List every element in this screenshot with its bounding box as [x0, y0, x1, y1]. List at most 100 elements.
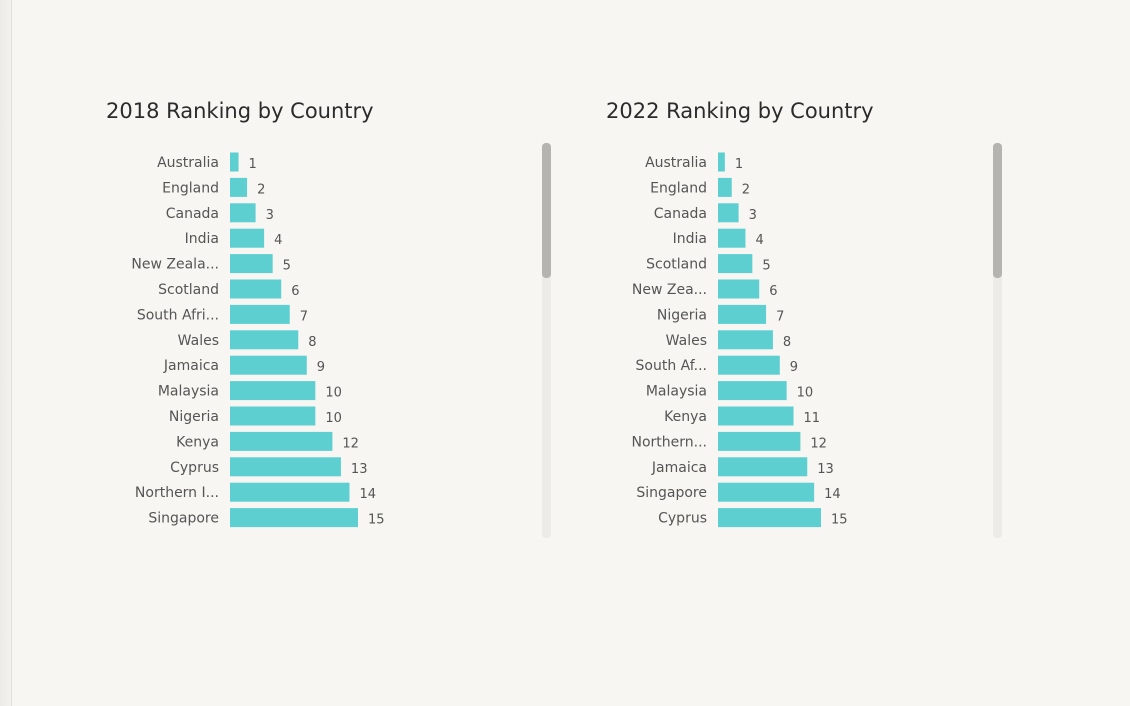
chart-2018-value-label: 4 — [274, 233, 282, 248]
chart-2022-bar[interactable] — [718, 203, 739, 223]
chart-2022-value-label: 1 — [735, 157, 743, 172]
chart-2018-category-label: Kenya — [176, 434, 219, 450]
chart-2022-category-label: Kenya — [664, 409, 707, 425]
chart-2022-category-label: England — [650, 180, 707, 196]
chart-2018-scrollbar[interactable] — [542, 143, 551, 538]
chart-2022-bar[interactable] — [718, 254, 753, 274]
chart-2022-category-label: Jamaica — [651, 460, 707, 476]
chart-2018-value-label: 6 — [291, 284, 299, 299]
chart-2018-category-label: Singapore — [148, 511, 219, 527]
chart-2018-bar[interactable] — [230, 228, 265, 248]
chart-2022-value-label: 13 — [817, 462, 834, 477]
chart-2018-value-label: 8 — [308, 335, 316, 350]
chart-2018-value-label: 13 — [351, 462, 368, 477]
chart-2018-scrollbar-thumb[interactable] — [542, 143, 551, 278]
chart-2018-bar[interactable] — [230, 355, 307, 375]
chart-2018-bar[interactable] — [230, 381, 316, 401]
window-left-edge — [0, 0, 12, 706]
chart-2018-bar[interactable] — [230, 279, 282, 299]
chart-2018-bar[interactable] — [230, 457, 341, 477]
chart-2022-category-label: New Zea... — [632, 282, 707, 298]
chart-2018-category-label: Jamaica — [163, 358, 219, 374]
chart-2018-title: 2018 Ranking by Country — [106, 99, 374, 123]
chart-2018-value-label: 2 — [257, 182, 265, 197]
chart-2018-value-label: 9 — [317, 360, 325, 375]
chart-2022-bar[interactable] — [718, 279, 760, 299]
chart-2022-category-label: Northern... — [631, 434, 707, 450]
chart-2022-bar[interactable] — [718, 457, 808, 477]
chart-2018-value-label: 14 — [359, 487, 376, 502]
chart-2022-category-label: Wales — [666, 333, 707, 349]
chart-2022-scrollbar[interactable] — [993, 143, 1002, 538]
chart-2022-bar[interactable] — [718, 355, 780, 375]
chart-2022-value-label: 7 — [776, 309, 784, 324]
chart-2022-value-label: 10 — [797, 386, 814, 401]
chart-2022-bar[interactable] — [718, 381, 787, 401]
chart-2022-category-label: India — [673, 231, 707, 247]
chart-2018-value-label: 5 — [283, 259, 291, 274]
chart-2022-value-label: 3 — [749, 208, 757, 223]
chart-2018-bar[interactable] — [230, 431, 333, 451]
chart-2018-value-label: 10 — [325, 386, 342, 401]
chart-2018-bar[interactable] — [230, 508, 358, 528]
chart-2022-value-label: 2 — [742, 182, 750, 197]
chart-2018-category-label: England — [162, 180, 219, 196]
chart-2018-category-label: South Afri... — [137, 307, 219, 323]
chart-2022-bar[interactable] — [718, 228, 746, 248]
chart-2022-bar[interactable] — [718, 482, 815, 502]
chart-2018-bar[interactable] — [230, 203, 256, 223]
chart-2018-category-label: Wales — [178, 333, 219, 349]
chart-2018-bar[interactable] — [230, 254, 273, 274]
chart-2022-category-label: Malaysia — [646, 384, 707, 400]
chart-2018-category-label: Australia — [157, 155, 219, 171]
chart-2022-value-label: 4 — [755, 233, 763, 248]
chart-2018-value-label: 10 — [325, 411, 342, 426]
chart-2022-category-label: Cyprus — [658, 511, 707, 527]
chart-2022-ranking: Australia 1 England 2 Canada 3 India 4 Scotland 5… — [631, 152, 848, 528]
chart-2018-category-label: Scotland — [158, 282, 219, 298]
chart-2022-bar[interactable] — [718, 508, 821, 528]
chart-2018-bar[interactable] — [230, 330, 299, 350]
chart-2018-category-label: Nigeria — [169, 409, 219, 425]
chart-2018-bar[interactable] — [230, 482, 350, 502]
chart-2022-bar[interactable] — [718, 431, 801, 451]
chart-2022-category-label: Scotland — [646, 257, 707, 273]
chart-2018-value-label: 7 — [300, 309, 308, 324]
chart-2018-bar[interactable] — [230, 177, 248, 197]
chart-2022-value-label: 15 — [831, 513, 848, 528]
chart-2018-bar[interactable] — [230, 406, 316, 426]
chart-2022-value-label: 5 — [762, 259, 770, 274]
chart-2018-value-label: 1 — [249, 157, 257, 172]
chart-2018-value-label: 3 — [266, 208, 274, 223]
chart-2022-value-label: 8 — [783, 335, 791, 350]
chart-2018-category-label: Malaysia — [158, 384, 219, 400]
chart-2022-bar[interactable] — [718, 152, 725, 172]
chart-2018-category-label: India — [185, 231, 219, 247]
chart-2022-category-label: Nigeria — [657, 307, 707, 323]
chart-2018-bar[interactable] — [230, 304, 290, 324]
chart-2022-title: 2022 Ranking by Country — [606, 99, 874, 123]
chart-2022-bar[interactable] — [718, 304, 767, 324]
chart-2018-category-label: New Zeala... — [131, 257, 219, 273]
chart-2022-category-label: Canada — [654, 206, 707, 222]
chart-2022-category-label: Singapore — [636, 485, 707, 501]
chart-2022-category-label: South Af... — [636, 358, 707, 374]
chart-2018-ranking: Australia 1 England 2 Canada 3 India 4 New Zeala… — [131, 152, 385, 528]
chart-2022-value-label: 9 — [790, 360, 798, 375]
chart-2022-value-label: 12 — [810, 436, 827, 451]
chart-2022-scrollbar-thumb[interactable] — [993, 143, 1002, 278]
chart-2018-category-label: Canada — [166, 206, 219, 222]
chart-2018-category-label: Northern I... — [135, 485, 219, 501]
chart-2022-category-label: Australia — [645, 155, 707, 171]
chart-2022-bar[interactable] — [718, 406, 794, 426]
chart-2022-value-label: 11 — [804, 411, 821, 426]
chart-2022-value-label: 6 — [769, 284, 777, 299]
chart-2018-value-label: 12 — [342, 436, 359, 451]
chart-2018-category-label: Cyprus — [170, 460, 219, 476]
chart-2022-bar[interactable] — [718, 177, 732, 197]
chart-2022-bar[interactable] — [718, 330, 773, 350]
chart-2018-value-label: 15 — [368, 513, 385, 528]
chart-2018-bar[interactable] — [230, 152, 239, 172]
chart-2022-value-label: 14 — [824, 487, 841, 502]
